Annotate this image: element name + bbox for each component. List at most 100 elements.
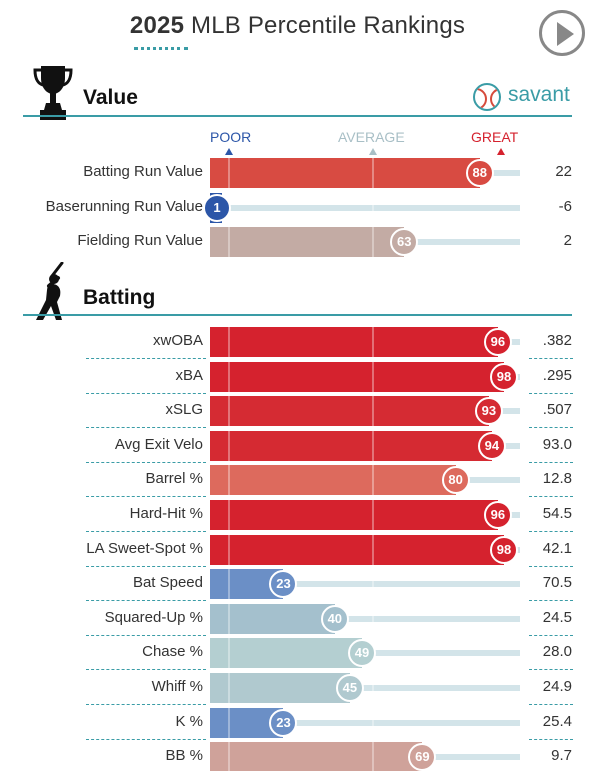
percentile-bar [210, 227, 405, 257]
page-title: 2025 MLB Percentile Rankings [130, 12, 465, 39]
poor-marker [228, 534, 230, 565]
metric-row[interactable]: Whiff % 45 24.9 [0, 673, 595, 705]
percentile-bar [210, 361, 504, 392]
percentile-badge: 96 [483, 501, 512, 529]
metric-row[interactable]: LA Sweet-Spot % 98 42.1 [0, 534, 595, 567]
metric-label: Barrel % [145, 470, 203, 488]
metric-row[interactable]: Fielding Run Value 63 2 [0, 227, 595, 257]
metric-value: 9.7 [551, 747, 572, 765]
metric-row[interactable]: xSLG 93 .507 [0, 396, 595, 429]
metric-row[interactable]: Hard-Hit % 96 54.5 [0, 500, 595, 532]
metric-row[interactable]: K % 23 25.4 [0, 707, 595, 740]
metric-row[interactable]: BB % 69 9.7 [0, 742, 595, 771]
poor-marker [228, 227, 230, 257]
metric-row[interactable]: Batting Run Value 88 22 [0, 158, 595, 188]
percentile-track [210, 615, 520, 622]
section-divider-batting [23, 314, 572, 316]
row-divider-left [86, 704, 206, 705]
metric-value: .295 [542, 366, 572, 384]
percentile-badge: 45 [335, 674, 364, 702]
percentile-bar [210, 534, 504, 565]
metric-label: Bat Speed [132, 574, 203, 592]
page-title-wrap: 2025 MLB Percentile Rankings [0, 12, 595, 40]
row-divider-left [86, 427, 206, 429]
percentile-bar [210, 638, 362, 669]
poor-marker [228, 465, 230, 496]
poor-marker [228, 158, 230, 188]
metric-value: 12.8 [542, 470, 572, 488]
scale-great-label: GREAT [471, 129, 519, 145]
average-marker [372, 569, 374, 600]
poor-marker [228, 742, 230, 771]
poor-marker [228, 569, 230, 600]
title-text: MLB Percentile Rankings [191, 12, 466, 39]
metric-label: Hard-Hit % [129, 505, 203, 522]
trophy-icon [33, 66, 73, 120]
percentile-bar [210, 500, 498, 530]
metric-row[interactable]: Squared-Up % 40 24.5 [0, 603, 595, 636]
row-divider-right [529, 461, 573, 463]
metric-value: 25.4 [542, 712, 572, 730]
average-marker [372, 673, 374, 703]
row-divider-left [86, 392, 206, 394]
poor-marker [228, 430, 230, 461]
metric-row[interactable]: Avg Exit Velo 94 93.0 [0, 430, 595, 463]
metric-value: .507 [542, 401, 572, 419]
section-title-batting: Batting [83, 286, 156, 309]
percentile-track [210, 685, 520, 691]
metric-label: Fielding Run Value [77, 232, 203, 249]
batter-icon [36, 262, 64, 320]
baseball-icon [473, 83, 501, 111]
percentile-badge: 93 [474, 397, 503, 426]
title-underline [134, 47, 188, 50]
row-divider-left [86, 634, 206, 636]
percentile-badge: 98 [489, 362, 518, 391]
metric-row[interactable]: Baserunning Run Value 1 -6 [0, 192, 595, 223]
poor-marker [228, 707, 230, 738]
row-divider-left [86, 496, 206, 498]
metric-label: xwOBA [152, 332, 203, 349]
percentile-badge: 98 [489, 535, 518, 564]
metric-row[interactable]: Barrel % 80 12.8 [0, 465, 595, 498]
percentile-badge: 49 [347, 639, 376, 668]
average-marker [372, 430, 374, 461]
poor-marker [228, 500, 230, 530]
percentile-badge: 88 [465, 159, 494, 187]
metric-value: -6 [558, 197, 572, 215]
average-marker [372, 707, 374, 738]
metric-row[interactable]: Chase % 49 28.0 [0, 638, 595, 671]
row-divider-left [86, 738, 206, 740]
scale-average-arrow [369, 148, 377, 155]
percentile-bar [210, 603, 335, 634]
percentile-badge: 69 [408, 743, 437, 771]
average-marker [372, 192, 374, 223]
percentile-badge: 94 [477, 431, 506, 460]
metric-value: 2 [563, 232, 572, 249]
row-divider-right [529, 600, 573, 602]
metric-row[interactable]: xwOBA 96 .382 [0, 327, 595, 359]
metric-row[interactable]: Bat Speed 23 70.5 [0, 569, 595, 602]
row-divider-left [86, 461, 206, 463]
metric-value: 93.0 [542, 435, 572, 453]
poor-marker [228, 396, 230, 427]
average-marker [372, 534, 374, 565]
scale-poor-label: POOR [210, 129, 252, 145]
play-button[interactable] [539, 10, 585, 56]
row-divider-right [529, 496, 573, 498]
metric-value: 24.5 [542, 608, 572, 626]
section-divider-value [23, 115, 572, 117]
poor-marker [228, 327, 230, 357]
metric-value: 24.9 [542, 678, 572, 695]
metric-row[interactable]: xBA 98 .295 [0, 361, 595, 394]
poor-marker [228, 673, 230, 703]
average-marker [372, 361, 374, 392]
metric-label: Whiff % [151, 678, 203, 695]
scale-great-arrow [497, 148, 505, 155]
row-divider-right [529, 531, 573, 532]
percentile-badge: 96 [483, 328, 512, 356]
percentile-bar [210, 158, 480, 188]
percentile-track [210, 581, 520, 588]
percentile-bar [210, 430, 492, 461]
metric-value: 22 [555, 163, 572, 180]
scale-poor-arrow [225, 148, 233, 155]
